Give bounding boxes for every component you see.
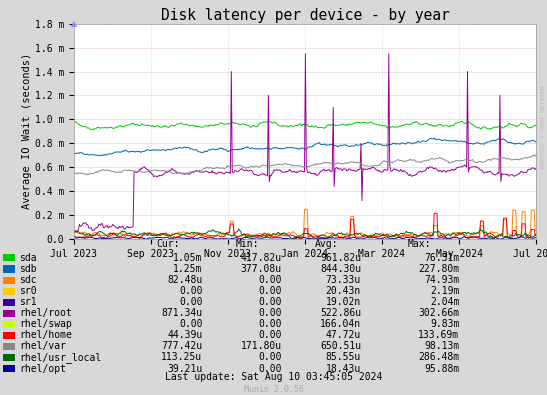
Text: sr0: sr0 — [19, 286, 37, 296]
Text: Avg:: Avg: — [315, 239, 338, 249]
Text: sda: sda — [19, 253, 37, 263]
Text: Max:: Max: — [408, 239, 431, 249]
Title: Disk latency per device - by year: Disk latency per device - by year — [161, 8, 449, 23]
Text: sr1: sr1 — [19, 297, 37, 307]
Text: 227.80m: 227.80m — [418, 264, 459, 274]
Text: 171.80u: 171.80u — [241, 341, 282, 352]
Text: Cur:: Cur: — [156, 239, 179, 249]
Text: 0.00: 0.00 — [179, 319, 202, 329]
Text: 0.00: 0.00 — [258, 330, 282, 340]
Text: 95.88m: 95.88m — [424, 363, 459, 374]
Text: rhel/root: rhel/root — [19, 308, 72, 318]
Text: 39.21u: 39.21u — [167, 363, 202, 374]
Text: 76.31m: 76.31m — [424, 253, 459, 263]
Text: 113.25u: 113.25u — [161, 352, 202, 363]
Text: 844.30u: 844.30u — [320, 264, 361, 274]
Text: 522.86u: 522.86u — [320, 308, 361, 318]
Text: 286.48m: 286.48m — [418, 352, 459, 363]
Text: 871.34u: 871.34u — [161, 308, 202, 318]
Text: 1.05m: 1.05m — [173, 253, 202, 263]
Text: sdc: sdc — [19, 275, 37, 285]
Text: 47.72u: 47.72u — [326, 330, 361, 340]
Text: 19.02n: 19.02n — [326, 297, 361, 307]
Text: 961.82u: 961.82u — [320, 253, 361, 263]
Text: 166.04n: 166.04n — [320, 319, 361, 329]
Text: 0.00: 0.00 — [179, 286, 202, 296]
Text: Munin 2.0.56: Munin 2.0.56 — [243, 385, 304, 393]
Text: 18.43u: 18.43u — [326, 363, 361, 374]
Text: 20.43n: 20.43n — [326, 286, 361, 296]
Text: Last update: Sat Aug 10 03:45:05 2024: Last update: Sat Aug 10 03:45:05 2024 — [165, 372, 382, 382]
Text: 74.93m: 74.93m — [424, 275, 459, 285]
Text: 0.00: 0.00 — [258, 297, 282, 307]
Text: 0.00: 0.00 — [258, 286, 282, 296]
Text: 85.55u: 85.55u — [326, 352, 361, 363]
Text: 777.42u: 777.42u — [161, 341, 202, 352]
Text: RRDTOOL / TOBI OETIKER: RRDTOOL / TOBI OETIKER — [541, 85, 546, 167]
Text: 0.00: 0.00 — [258, 363, 282, 374]
Text: 2.04m: 2.04m — [430, 297, 459, 307]
Text: 650.51u: 650.51u — [320, 341, 361, 352]
Text: 0.00: 0.00 — [258, 275, 282, 285]
Text: 377.08u: 377.08u — [241, 264, 282, 274]
Text: 73.33u: 73.33u — [326, 275, 361, 285]
Text: 0.00: 0.00 — [179, 297, 202, 307]
Text: 0.00: 0.00 — [258, 352, 282, 363]
Text: 82.48u: 82.48u — [167, 275, 202, 285]
Text: 2.19m: 2.19m — [430, 286, 459, 296]
Text: rhel/opt: rhel/opt — [19, 363, 66, 374]
Y-axis label: Average IO Wait (seconds): Average IO Wait (seconds) — [22, 53, 32, 209]
Text: Min:: Min: — [235, 239, 259, 249]
Text: rhel/swap: rhel/swap — [19, 319, 72, 329]
Text: 302.66m: 302.66m — [418, 308, 459, 318]
Text: rhel/usr_local: rhel/usr_local — [19, 352, 101, 363]
Text: rhel/home: rhel/home — [19, 330, 72, 340]
Text: 417.82u: 417.82u — [241, 253, 282, 263]
Text: 133.69m: 133.69m — [418, 330, 459, 340]
Text: 0.00: 0.00 — [258, 308, 282, 318]
Text: sdb: sdb — [19, 264, 37, 274]
Text: 0.00: 0.00 — [258, 319, 282, 329]
Text: rhel/var: rhel/var — [19, 341, 66, 352]
Text: 1.25m: 1.25m — [173, 264, 202, 274]
Text: 9.83m: 9.83m — [430, 319, 459, 329]
Text: 98.13m: 98.13m — [424, 341, 459, 352]
Text: 44.39u: 44.39u — [167, 330, 202, 340]
